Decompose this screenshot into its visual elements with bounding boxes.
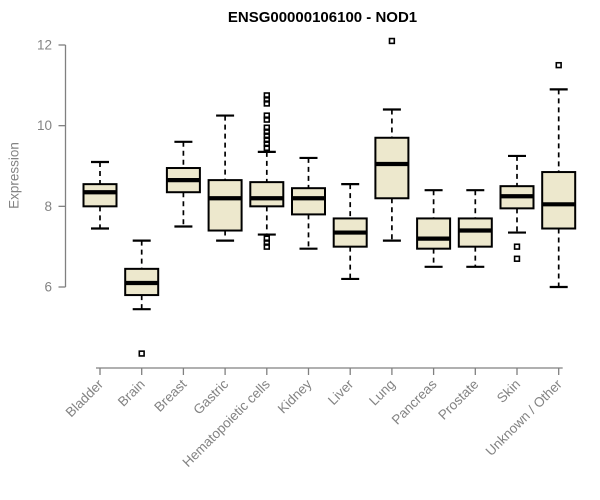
x-tick-label-bladder: Bladder bbox=[63, 376, 107, 420]
box-hematopoietic-cells bbox=[249, 181, 285, 208]
x-tick-label-lung: Lung bbox=[366, 377, 398, 409]
box-gastric bbox=[207, 179, 243, 232]
x-tick-label-breast: Breast bbox=[151, 376, 189, 414]
x-tick-label-kidney: Kidney bbox=[275, 376, 315, 416]
x-tick-label-brain: Brain bbox=[115, 377, 148, 410]
y-tick-label: 12 bbox=[37, 38, 52, 53]
box-pancreas bbox=[416, 217, 452, 250]
x-tick-label-skin: Skin bbox=[494, 377, 523, 406]
outlier-unknown-other bbox=[555, 61, 562, 69]
chart-title: ENSG00000106100 - NOD1 bbox=[227, 9, 418, 26]
outlier-hematopoietic-cells bbox=[263, 100, 270, 107]
x-tick-label-pancreas: Pancreas bbox=[389, 376, 440, 427]
x-tick-label-gastric: Gastric bbox=[190, 376, 231, 417]
outlier-hematopoietic-cells bbox=[263, 144, 270, 152]
x-tick-label-prostate: Prostate bbox=[435, 377, 481, 423]
y-tick-label: 10 bbox=[37, 118, 52, 133]
box-lung bbox=[374, 136, 410, 200]
outlier-hematopoietic-cells bbox=[263, 116, 270, 123]
outlier-lung bbox=[388, 37, 396, 45]
box-unknown-other bbox=[541, 171, 577, 230]
box-bladder bbox=[82, 183, 118, 208]
box-kidney bbox=[291, 187, 326, 216]
y-tick-label: 8 bbox=[44, 199, 52, 214]
outlier-skin bbox=[513, 255, 521, 262]
y-tick-label: 6 bbox=[44, 280, 52, 295]
x-tick-label-liver: Liver bbox=[325, 376, 357, 408]
outlier-hematopoietic-cells bbox=[263, 243, 270, 250]
outlier-skin bbox=[513, 243, 521, 250]
x-tick-label-unknown-other: Unknown / Other bbox=[483, 376, 566, 459]
outlier-brain bbox=[138, 350, 145, 357]
